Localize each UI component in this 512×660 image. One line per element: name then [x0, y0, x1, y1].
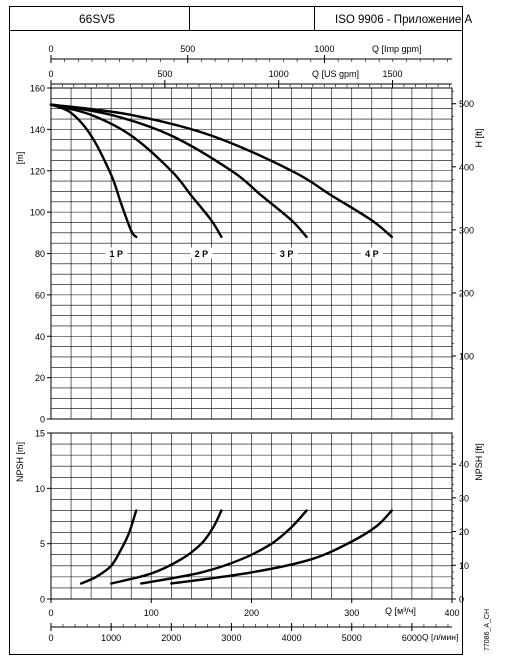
standard-label: ISO 9906 - Приложение A — [335, 14, 472, 26]
head-curve-1p — [49, 103, 138, 239]
head-y-axis-label: [m] — [15, 152, 25, 165]
lmin-tick-label: 2000 — [161, 633, 181, 643]
head-y-tick-label: 80 — [35, 249, 45, 259]
lmin-tick-label: 1000 — [101, 633, 121, 643]
npsh-curve-3p — [140, 509, 308, 585]
npsh-y2-tick-label: 10 — [459, 561, 469, 571]
npsh-curve-4p — [170, 509, 393, 585]
npsh-y2-axis-label: NPSH [ft] — [474, 443, 484, 481]
head-y-tick-label: 120 — [30, 166, 45, 176]
npsh-y-tick-label: 0 — [40, 595, 45, 605]
npsh-y-tick-label: 10 — [35, 484, 45, 494]
npsh-y-axis-label: NPSH [m] — [15, 442, 25, 482]
npsh-y-tick-label: 5 — [40, 539, 45, 549]
head-y2-tick-label: 500 — [459, 99, 474, 109]
head-y-tick-label: 140 — [30, 125, 45, 135]
lmin-tick-label: 5000 — [342, 633, 362, 643]
head-chart: 0 20 40 60 80 100 120 140 160 100 200 300 400 500 [m… — [15, 84, 484, 425]
head-curve-label-bg-1p — [105, 247, 128, 259]
us-gpm-tick-label: 1500 — [383, 69, 403, 79]
m3h-tick-label: 400 — [444, 608, 459, 618]
bottom-axes: 0 100 200 300 400 Q [м³/ч] 0 1000 2000 3000 4000… — [48, 599, 460, 643]
head-curve-label-2p: 2 P — [195, 249, 209, 259]
npsh-y2-tick-label: 30 — [459, 493, 469, 503]
head-y2-axis-label: H [ft] — [474, 128, 484, 147]
npsh-curve-1p — [79, 509, 138, 585]
head-y-tick-label: 40 — [35, 332, 45, 342]
us-gpm-axis-label: Q [US gpm] — [312, 69, 359, 79]
head-y-tick-label: 100 — [30, 208, 45, 218]
chart-frame — [9, 30, 463, 655]
head-curve-label-bg-2p — [190, 247, 213, 259]
npsh-y2-tick-label: 20 — [459, 527, 469, 537]
head-curve-label-3p: 3 P — [280, 249, 294, 259]
head-y-tick-label: 20 — [35, 373, 45, 383]
pump-model-label: 66SV5 — [79, 12, 115, 26]
m3h-tick-label: 0 — [48, 608, 53, 618]
npsh-chart: 0 5 10 15 0 10 20 30 40 NPSH [m] NPSH [ft] — [15, 429, 484, 605]
head-curve-label-bg-4p — [360, 247, 383, 259]
top-axes: 0 500 1000 Q [Imp gpm] 0 500 1000 1500 Q [US … — [48, 44, 452, 88]
m3h-axis-label: Q [м³/ч] — [385, 606, 416, 616]
head-y-tick-label: 60 — [35, 290, 45, 300]
us-gpm-tick-label: 0 — [48, 69, 53, 79]
figure-code: 77086_A_CH — [484, 609, 491, 651]
imp-gpm-tick-label: 1000 — [314, 44, 334, 54]
head-y2-tick-label: 100 — [459, 351, 474, 361]
npsh-curve-2p — [110, 509, 223, 585]
head-curve-3p — [49, 103, 308, 239]
head-curve-label-4p: 4 P — [365, 249, 379, 259]
imp-gpm-axis-label: Q [Imp gpm] — [372, 44, 422, 54]
m3h-tick-label: 300 — [344, 608, 359, 618]
head-y-tick-label: 0 — [40, 415, 45, 425]
lmin-tick-label: 3000 — [221, 633, 241, 643]
us-gpm-tick-label: 500 — [157, 69, 172, 79]
head-y2-tick-label: 300 — [459, 225, 474, 235]
us-gpm-tick-label: 1000 — [269, 69, 289, 79]
npsh-y2-tick-label: 0 — [459, 595, 464, 605]
head-curve-4p — [49, 103, 393, 239]
header-table: 66SV5 ISO 9906 - Приложение A — [9, 6, 472, 31]
imp-gpm-tick-label: 0 — [48, 44, 53, 54]
head-curve-label-1p: 1 P — [109, 249, 123, 259]
head-y2-tick-label: 200 — [459, 288, 474, 298]
lmin-tick-label: 0 — [48, 633, 53, 643]
head-y-tick-label: 160 — [30, 84, 45, 94]
lmin-tick-label: 4000 — [282, 633, 302, 643]
head-curve-label-bg-3p — [275, 247, 298, 259]
lmin-axis-label: Q [л/мин] — [422, 632, 458, 642]
npsh-y2-tick-label: 40 — [459, 460, 469, 470]
m3h-tick-label: 100 — [144, 608, 159, 618]
head-curve-2p — [49, 103, 223, 239]
head-y2-tick-label: 400 — [459, 162, 474, 172]
npsh-y-tick-label: 15 — [35, 429, 45, 439]
imp-gpm-tick-label: 500 — [180, 44, 195, 54]
m3h-tick-label: 200 — [244, 608, 259, 618]
lmin-tick-label: 6000 — [402, 633, 422, 643]
